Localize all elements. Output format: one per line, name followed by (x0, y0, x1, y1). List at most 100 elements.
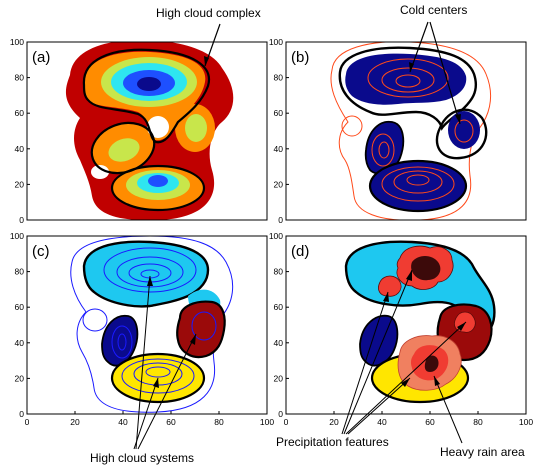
y-tick-label: 0 (19, 409, 24, 419)
left-contour-2 (117, 333, 127, 351)
y-tick-label: 20 (274, 179, 284, 189)
y-tick-label: 80 (15, 267, 25, 277)
arrow-heavy-rain (433, 375, 463, 444)
x-tick-label: 0 (25, 417, 30, 427)
left-contour-2 (378, 141, 390, 159)
y-tick-label: 40 (274, 338, 284, 348)
upper-contour-1 (103, 247, 197, 293)
panel-b-frame (285, 41, 527, 221)
x-tick-label: 20 (329, 417, 339, 427)
y-tick-label: 40 (15, 144, 25, 154)
x-tick-label: 20 (70, 417, 80, 427)
outer-contour (70, 236, 234, 413)
panel-a-frame (26, 41, 268, 221)
y-tick-label: 20 (15, 373, 25, 383)
arrow-precip-3 (345, 321, 467, 435)
outer-contour (330, 42, 491, 220)
panel-b: (b) (285, 41, 527, 221)
complex-contour-upper (82, 48, 211, 144)
y-tick-label: 60 (274, 302, 284, 312)
hole-lower-left (91, 165, 109, 179)
right-contour-1 (191, 311, 217, 341)
upper-precip-core (411, 256, 441, 281)
label-high-cloud-complex: High cloud complex (156, 6, 261, 20)
label-heavy-rain-area: Heavy rain area (440, 445, 525, 459)
x-tick-label: 60 (166, 417, 176, 427)
arrowhead-precip-4 (401, 378, 410, 387)
arrowhead-cold-centers-upper (409, 62, 414, 72)
x-tick-label: 0 (284, 417, 289, 427)
y-tick-label: 20 (15, 179, 25, 189)
label-high-cloud-systems: High cloud systems (90, 451, 194, 465)
label-cold-centers: Cold centers (400, 3, 467, 17)
panel-c-label: (c) (32, 243, 50, 260)
upper-contour-2 (381, 67, 435, 93)
right-contour-1 (454, 119, 474, 143)
upper-contour-2 (116, 256, 184, 288)
lower-core-level-3 (148, 175, 168, 187)
panel-a-label: (a) (32, 49, 50, 66)
y-tick-label: 80 (15, 73, 25, 83)
y-tick-label: 60 (15, 302, 25, 312)
isolated-contour (341, 115, 363, 137)
left-high-cloud-system (101, 314, 139, 367)
y-tick-label: 0 (278, 215, 283, 225)
x-tick-label: 60 (425, 417, 435, 427)
lower-contour-3 (145, 366, 171, 378)
isolated-cloud-blob (84, 117, 104, 135)
panel-d-frame (285, 235, 527, 415)
arrow-cold-centers-right (429, 21, 461, 125)
annotations: High cloud complex Cold centers High clo… (90, 3, 525, 465)
y-tick-label: 40 (274, 144, 284, 154)
lower-cold-system (368, 159, 468, 213)
x-tick-label: 80 (473, 417, 483, 427)
panel-a: (a) (26, 41, 268, 221)
upper-contour-3 (395, 74, 421, 88)
arrowhead-cold-centers-right (455, 114, 461, 124)
upper-contour-1 (367, 58, 449, 98)
right-core (185, 114, 207, 142)
y-tick-label: 100 (10, 37, 24, 47)
arrow-system-right (137, 333, 197, 450)
arrow-precip-1 (341, 291, 389, 435)
right-high-cloud-system (176, 300, 226, 359)
x-tick-label: 100 (260, 417, 274, 427)
y-tick-label: 100 (10, 231, 24, 241)
arrowhead-system-right (190, 334, 196, 345)
lower-contour-1 (121, 358, 195, 394)
x-tick-label: 80 (214, 417, 224, 427)
panel-d: (d) (285, 235, 527, 415)
arrow-system-lower (133, 377, 159, 450)
x-tick-label: 40 (118, 417, 128, 427)
y-tick-label: 80 (274, 73, 284, 83)
left-contour-1 (371, 133, 395, 167)
y-tick-label: 60 (274, 108, 284, 118)
arrowhead-heavy-rain (434, 376, 440, 386)
y-tick-label: 40 (15, 338, 25, 348)
panel-c: (c) (26, 235, 268, 415)
heavy-rain-core (424, 355, 439, 372)
y-tick-label: 100 (269, 37, 283, 47)
middle-core (108, 138, 140, 162)
complex-contour-lower (110, 164, 206, 212)
y-tick-label: 60 (15, 108, 25, 118)
arrowhead-precip-1 (383, 292, 389, 302)
arrowhead-precip-2 (406, 270, 412, 281)
panel-d-label: (d) (291, 243, 309, 260)
y-tick-label: 100 (269, 231, 283, 241)
axes: 0204060801000204060801000020204040606080… (10, 37, 534, 427)
x-tick-label: 100 (519, 417, 533, 427)
panel-b-label: (b) (291, 49, 309, 66)
hole-center (147, 116, 169, 138)
arrowhead-system-upper (147, 276, 153, 286)
left-contour-1 (111, 325, 133, 359)
small-precip-feature (378, 275, 402, 297)
lower-contour-3 (406, 174, 430, 186)
x-tick-label: 40 (377, 417, 387, 427)
arrow-system-upper (135, 275, 151, 450)
arrow-precip-4 (347, 377, 411, 435)
y-tick-label: 0 (19, 215, 24, 225)
upper-core-level-4 (137, 77, 161, 91)
y-tick-label: 20 (274, 373, 284, 383)
